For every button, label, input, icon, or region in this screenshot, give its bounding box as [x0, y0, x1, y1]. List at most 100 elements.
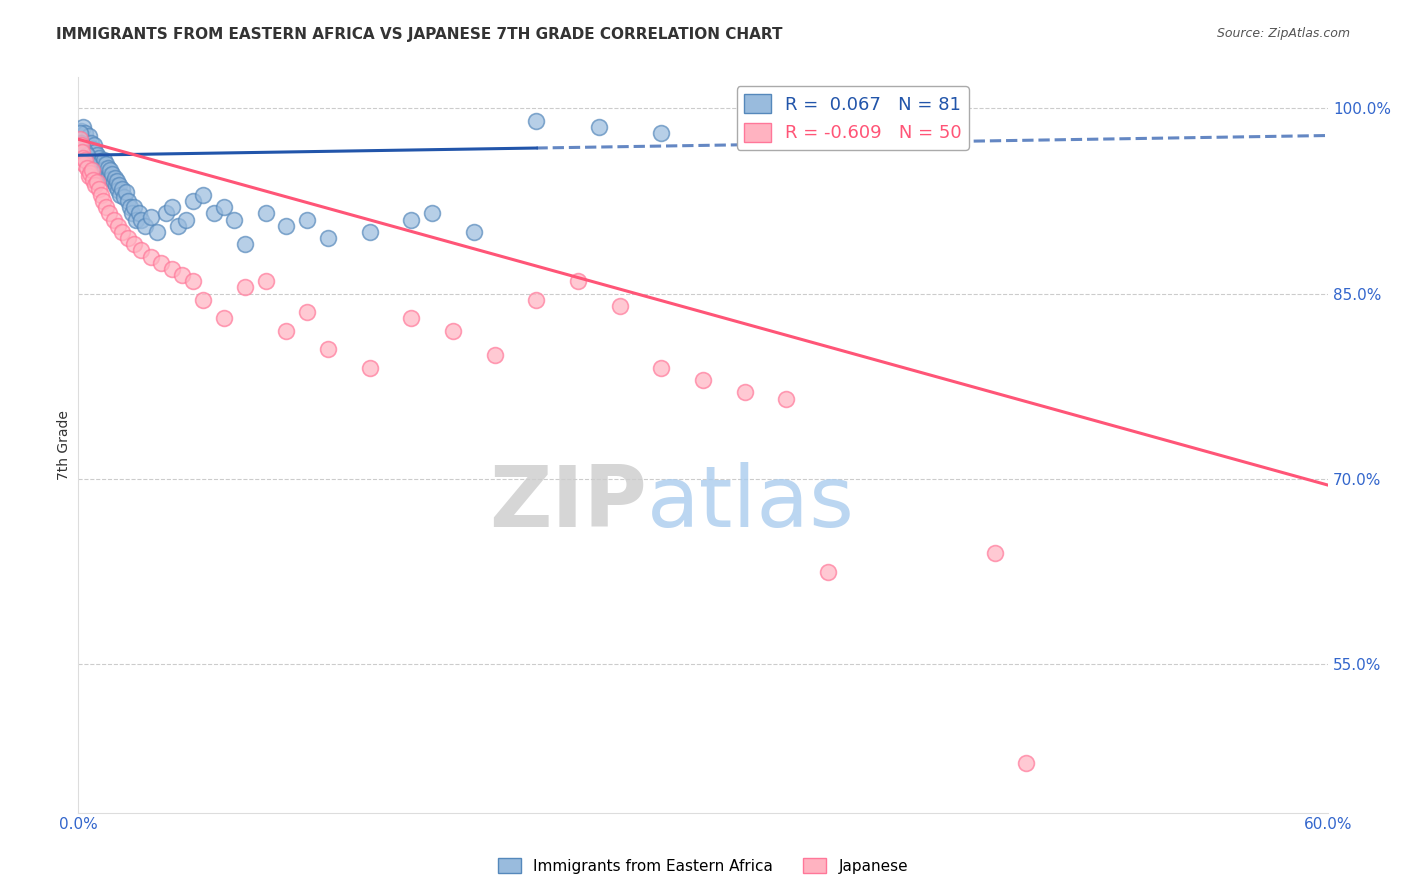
Point — [70, 138, 93, 153]
Point — [83, 145, 105, 159]
Point — [73, 145, 96, 159]
Legend: Immigrants from Eastern Africa, Japanese: Immigrants from Eastern Africa, Japanese — [492, 852, 914, 880]
Point — [91, 158, 114, 172]
Point — [775, 392, 797, 406]
Point — [297, 305, 319, 319]
Point — [100, 171, 122, 186]
Point — [69, 132, 91, 146]
Point — [650, 360, 672, 375]
Point — [117, 194, 139, 208]
Point — [202, 206, 225, 220]
Point — [104, 179, 127, 194]
Point — [115, 186, 138, 200]
Point — [160, 261, 183, 276]
Point — [297, 212, 319, 227]
Point — [98, 169, 121, 184]
Point — [87, 181, 110, 195]
Point — [82, 173, 104, 187]
Point — [89, 160, 111, 174]
Point — [139, 210, 162, 224]
Point — [83, 138, 105, 153]
Point — [463, 225, 485, 239]
Legend: R =  0.067   N = 81, R = -0.609   N = 50: R = 0.067 N = 81, R = -0.609 N = 50 — [737, 87, 969, 150]
Point — [224, 212, 246, 227]
Point — [103, 170, 125, 185]
Point — [77, 128, 100, 143]
Point — [76, 148, 98, 162]
Point — [650, 126, 672, 140]
Text: IMMIGRANTS FROM EASTERN AFRICA VS JAPANESE 7TH GRADE CORRELATION CHART: IMMIGRANTS FROM EASTERN AFRICA VS JAPANE… — [56, 27, 783, 42]
Point — [111, 225, 134, 239]
Point — [181, 274, 204, 288]
Point — [129, 212, 152, 227]
Point — [72, 120, 94, 134]
Point — [76, 145, 98, 159]
Point — [146, 225, 169, 239]
Point — [107, 219, 129, 233]
Point — [69, 138, 91, 153]
Point — [212, 311, 235, 326]
Point — [72, 145, 94, 159]
Point — [111, 181, 134, 195]
Point — [359, 225, 381, 239]
Point — [72, 151, 94, 165]
Point — [567, 274, 589, 288]
Point — [316, 343, 339, 357]
Point — [108, 187, 131, 202]
Point — [69, 126, 91, 140]
Point — [69, 136, 91, 150]
Point — [69, 128, 91, 143]
Text: Source: ZipAtlas.com: Source: ZipAtlas.com — [1216, 27, 1350, 40]
Point — [125, 212, 148, 227]
Point — [316, 231, 339, 245]
Point — [80, 163, 103, 178]
Point — [91, 194, 114, 208]
Point — [117, 231, 139, 245]
Point — [75, 153, 97, 168]
Point — [86, 148, 108, 162]
Point — [112, 190, 135, 204]
Point — [96, 200, 118, 214]
Point — [233, 280, 256, 294]
Point — [172, 268, 194, 282]
Point — [103, 212, 125, 227]
Point — [82, 142, 104, 156]
Point — [100, 163, 122, 178]
Point — [441, 324, 464, 338]
Point — [401, 212, 423, 227]
Point — [90, 154, 112, 169]
Point — [276, 219, 298, 233]
Point — [101, 167, 124, 181]
Point — [98, 206, 121, 220]
Point — [254, 206, 277, 220]
Point — [96, 157, 118, 171]
Point — [401, 311, 423, 326]
Point — [254, 274, 277, 288]
Point — [86, 176, 108, 190]
Point — [526, 113, 548, 128]
Point — [79, 165, 101, 179]
Point — [103, 176, 125, 190]
Point — [160, 200, 183, 214]
Point — [94, 161, 117, 176]
Point — [181, 194, 204, 208]
Point — [76, 161, 98, 175]
Point — [73, 151, 96, 165]
Point — [124, 200, 146, 214]
Point — [96, 165, 118, 179]
Point — [817, 565, 839, 579]
Point — [97, 161, 120, 175]
Point — [73, 138, 96, 153]
Point — [139, 250, 162, 264]
Point — [124, 237, 146, 252]
Point — [588, 120, 610, 134]
Point — [155, 206, 177, 220]
Point — [233, 237, 256, 252]
Point — [91, 163, 114, 178]
Point — [212, 200, 235, 214]
Point — [734, 385, 756, 400]
Point — [70, 145, 93, 159]
Point — [359, 360, 381, 375]
Point — [75, 126, 97, 140]
Point — [72, 132, 94, 146]
